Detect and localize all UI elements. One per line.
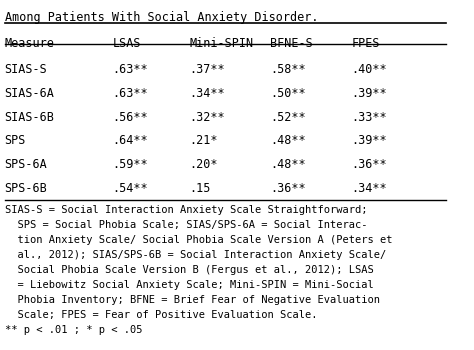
Text: .15: .15 — [189, 182, 210, 195]
Text: .34**: .34** — [351, 182, 387, 195]
Text: .63**: .63** — [112, 63, 148, 76]
Text: .34**: .34** — [189, 87, 225, 100]
Text: .48**: .48** — [270, 134, 306, 147]
Text: BFNE-S: BFNE-S — [270, 37, 313, 50]
Text: .56**: .56** — [112, 111, 148, 124]
Text: .54**: .54** — [112, 182, 148, 195]
Text: .52**: .52** — [270, 111, 306, 124]
Text: .39**: .39** — [351, 87, 387, 100]
Text: = Liebowitz Social Anxiety Scale; Mini-SPIN = Mini-Social: = Liebowitz Social Anxiety Scale; Mini-S… — [4, 280, 373, 290]
Text: .40**: .40** — [351, 63, 387, 76]
Text: .21*: .21* — [189, 134, 218, 147]
Text: .20*: .20* — [189, 158, 218, 171]
Text: FPES: FPES — [351, 37, 380, 50]
Text: .58**: .58** — [270, 63, 306, 76]
Text: SIAS-S: SIAS-S — [4, 63, 47, 76]
Text: .36**: .36** — [270, 182, 306, 195]
Text: SPS-6A: SPS-6A — [4, 158, 47, 171]
Text: .39**: .39** — [351, 134, 387, 147]
Text: Measure: Measure — [4, 37, 55, 50]
Text: SPS = Social Phobia Scale; SIAS/SPS-6A = Social Interac-: SPS = Social Phobia Scale; SIAS/SPS-6A =… — [4, 220, 367, 230]
Text: SIAS-6B: SIAS-6B — [4, 111, 55, 124]
Text: SPS: SPS — [4, 134, 26, 147]
Text: .37**: .37** — [189, 63, 225, 76]
Text: .48**: .48** — [270, 158, 306, 171]
Text: .64**: .64** — [112, 134, 148, 147]
Text: Social Phobia Scale Version B (Fergus et al., 2012); LSAS: Social Phobia Scale Version B (Fergus et… — [4, 265, 373, 275]
Text: .32**: .32** — [189, 111, 225, 124]
Text: .36**: .36** — [351, 158, 387, 171]
Text: ** p < .01 ; * p < .05: ** p < .01 ; * p < .05 — [4, 325, 142, 335]
Text: .63**: .63** — [112, 87, 148, 100]
Text: tion Anxiety Scale/ Social Phobia Scale Version A (Peters et: tion Anxiety Scale/ Social Phobia Scale … — [4, 235, 392, 245]
Text: .33**: .33** — [351, 111, 387, 124]
Text: SPS-6B: SPS-6B — [4, 182, 47, 195]
Text: Among Patients With Social Anxiety Disorder.: Among Patients With Social Anxiety Disor… — [4, 10, 318, 23]
Text: .59**: .59** — [112, 158, 148, 171]
Text: Phobia Inventory; BFNE = Brief Fear of Negative Evaluation: Phobia Inventory; BFNE = Brief Fear of N… — [4, 295, 380, 305]
Text: .50**: .50** — [270, 87, 306, 100]
Text: SIAS-S = Social Interaction Anxiety Scale Straightforward;: SIAS-S = Social Interaction Anxiety Scal… — [4, 205, 367, 215]
Text: LSAS: LSAS — [112, 37, 141, 50]
Text: al., 2012); SIAS/SPS-6B = Social Interaction Anxiety Scale/: al., 2012); SIAS/SPS-6B = Social Interac… — [4, 250, 386, 260]
Text: SIAS-6A: SIAS-6A — [4, 87, 55, 100]
Text: Mini-SPIN: Mini-SPIN — [189, 37, 253, 50]
Text: Scale; FPES = Fear of Positive Evaluation Scale.: Scale; FPES = Fear of Positive Evaluatio… — [4, 310, 317, 320]
